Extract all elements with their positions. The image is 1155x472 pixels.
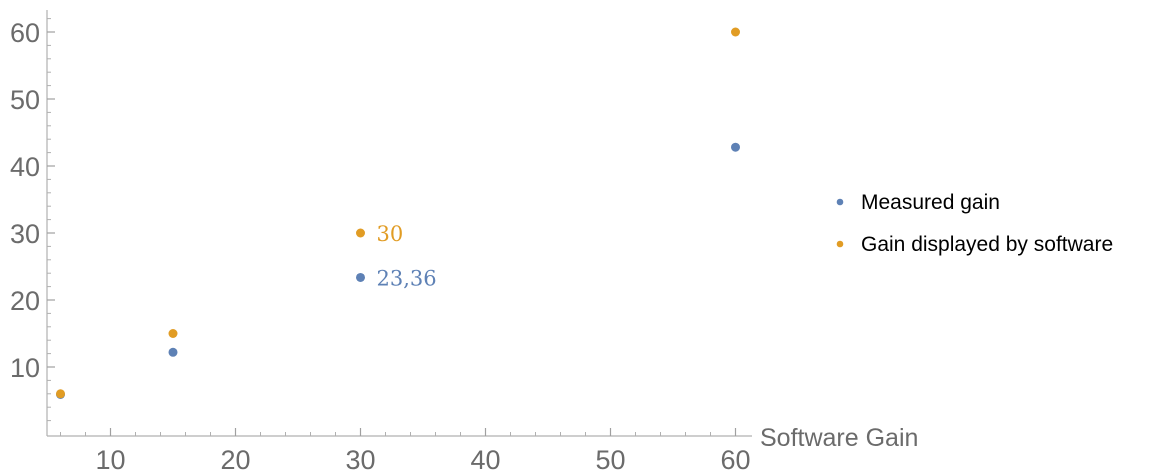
- axis-ticks: 10 20 30 40 50 60 10 20 30 40 50 60: [10, 18, 751, 472]
- data-point-displayed: [56, 389, 65, 399]
- data-point-displayed: [168, 329, 178, 338]
- y-tick-label: 10: [10, 353, 40, 383]
- legend-marker: [836, 240, 844, 248]
- data-point-measured: [731, 142, 740, 152]
- x-tick-label: 10: [95, 445, 125, 472]
- x-tick-label: 50: [595, 445, 625, 472]
- x-tick-label: 40: [470, 445, 500, 472]
- legend-entry: Gain displayed by software: [861, 233, 1113, 256]
- y-tick-label: 40: [10, 152, 40, 182]
- data-point-displayed: [731, 27, 740, 37]
- axes: [46, 10, 752, 437]
- y-tick-label: 60: [10, 18, 40, 48]
- x-tick-label: 60: [720, 445, 750, 472]
- legend-entry: Measured gain: [861, 191, 1000, 214]
- x-tick-label: 20: [220, 445, 250, 472]
- legend-marker: [836, 198, 844, 206]
- data-points: [56, 27, 740, 399]
- y-tick-label: 20: [10, 286, 40, 316]
- data-labels: 23,36 30: [377, 222, 437, 290]
- data-label: 23,36: [377, 266, 437, 290]
- data-point-measured: [356, 272, 365, 282]
- data-point-measured: [168, 347, 178, 357]
- y-tick-label: 30: [10, 219, 40, 249]
- x-axis-label: Software Gain: [760, 424, 918, 452]
- legend: Measured gain Gain displayed by software: [836, 191, 1113, 256]
- y-tick-label: 50: [10, 85, 40, 115]
- x-tick-label: 30: [345, 445, 375, 472]
- data-label: 30: [377, 222, 404, 246]
- data-point-displayed: [356, 228, 365, 238]
